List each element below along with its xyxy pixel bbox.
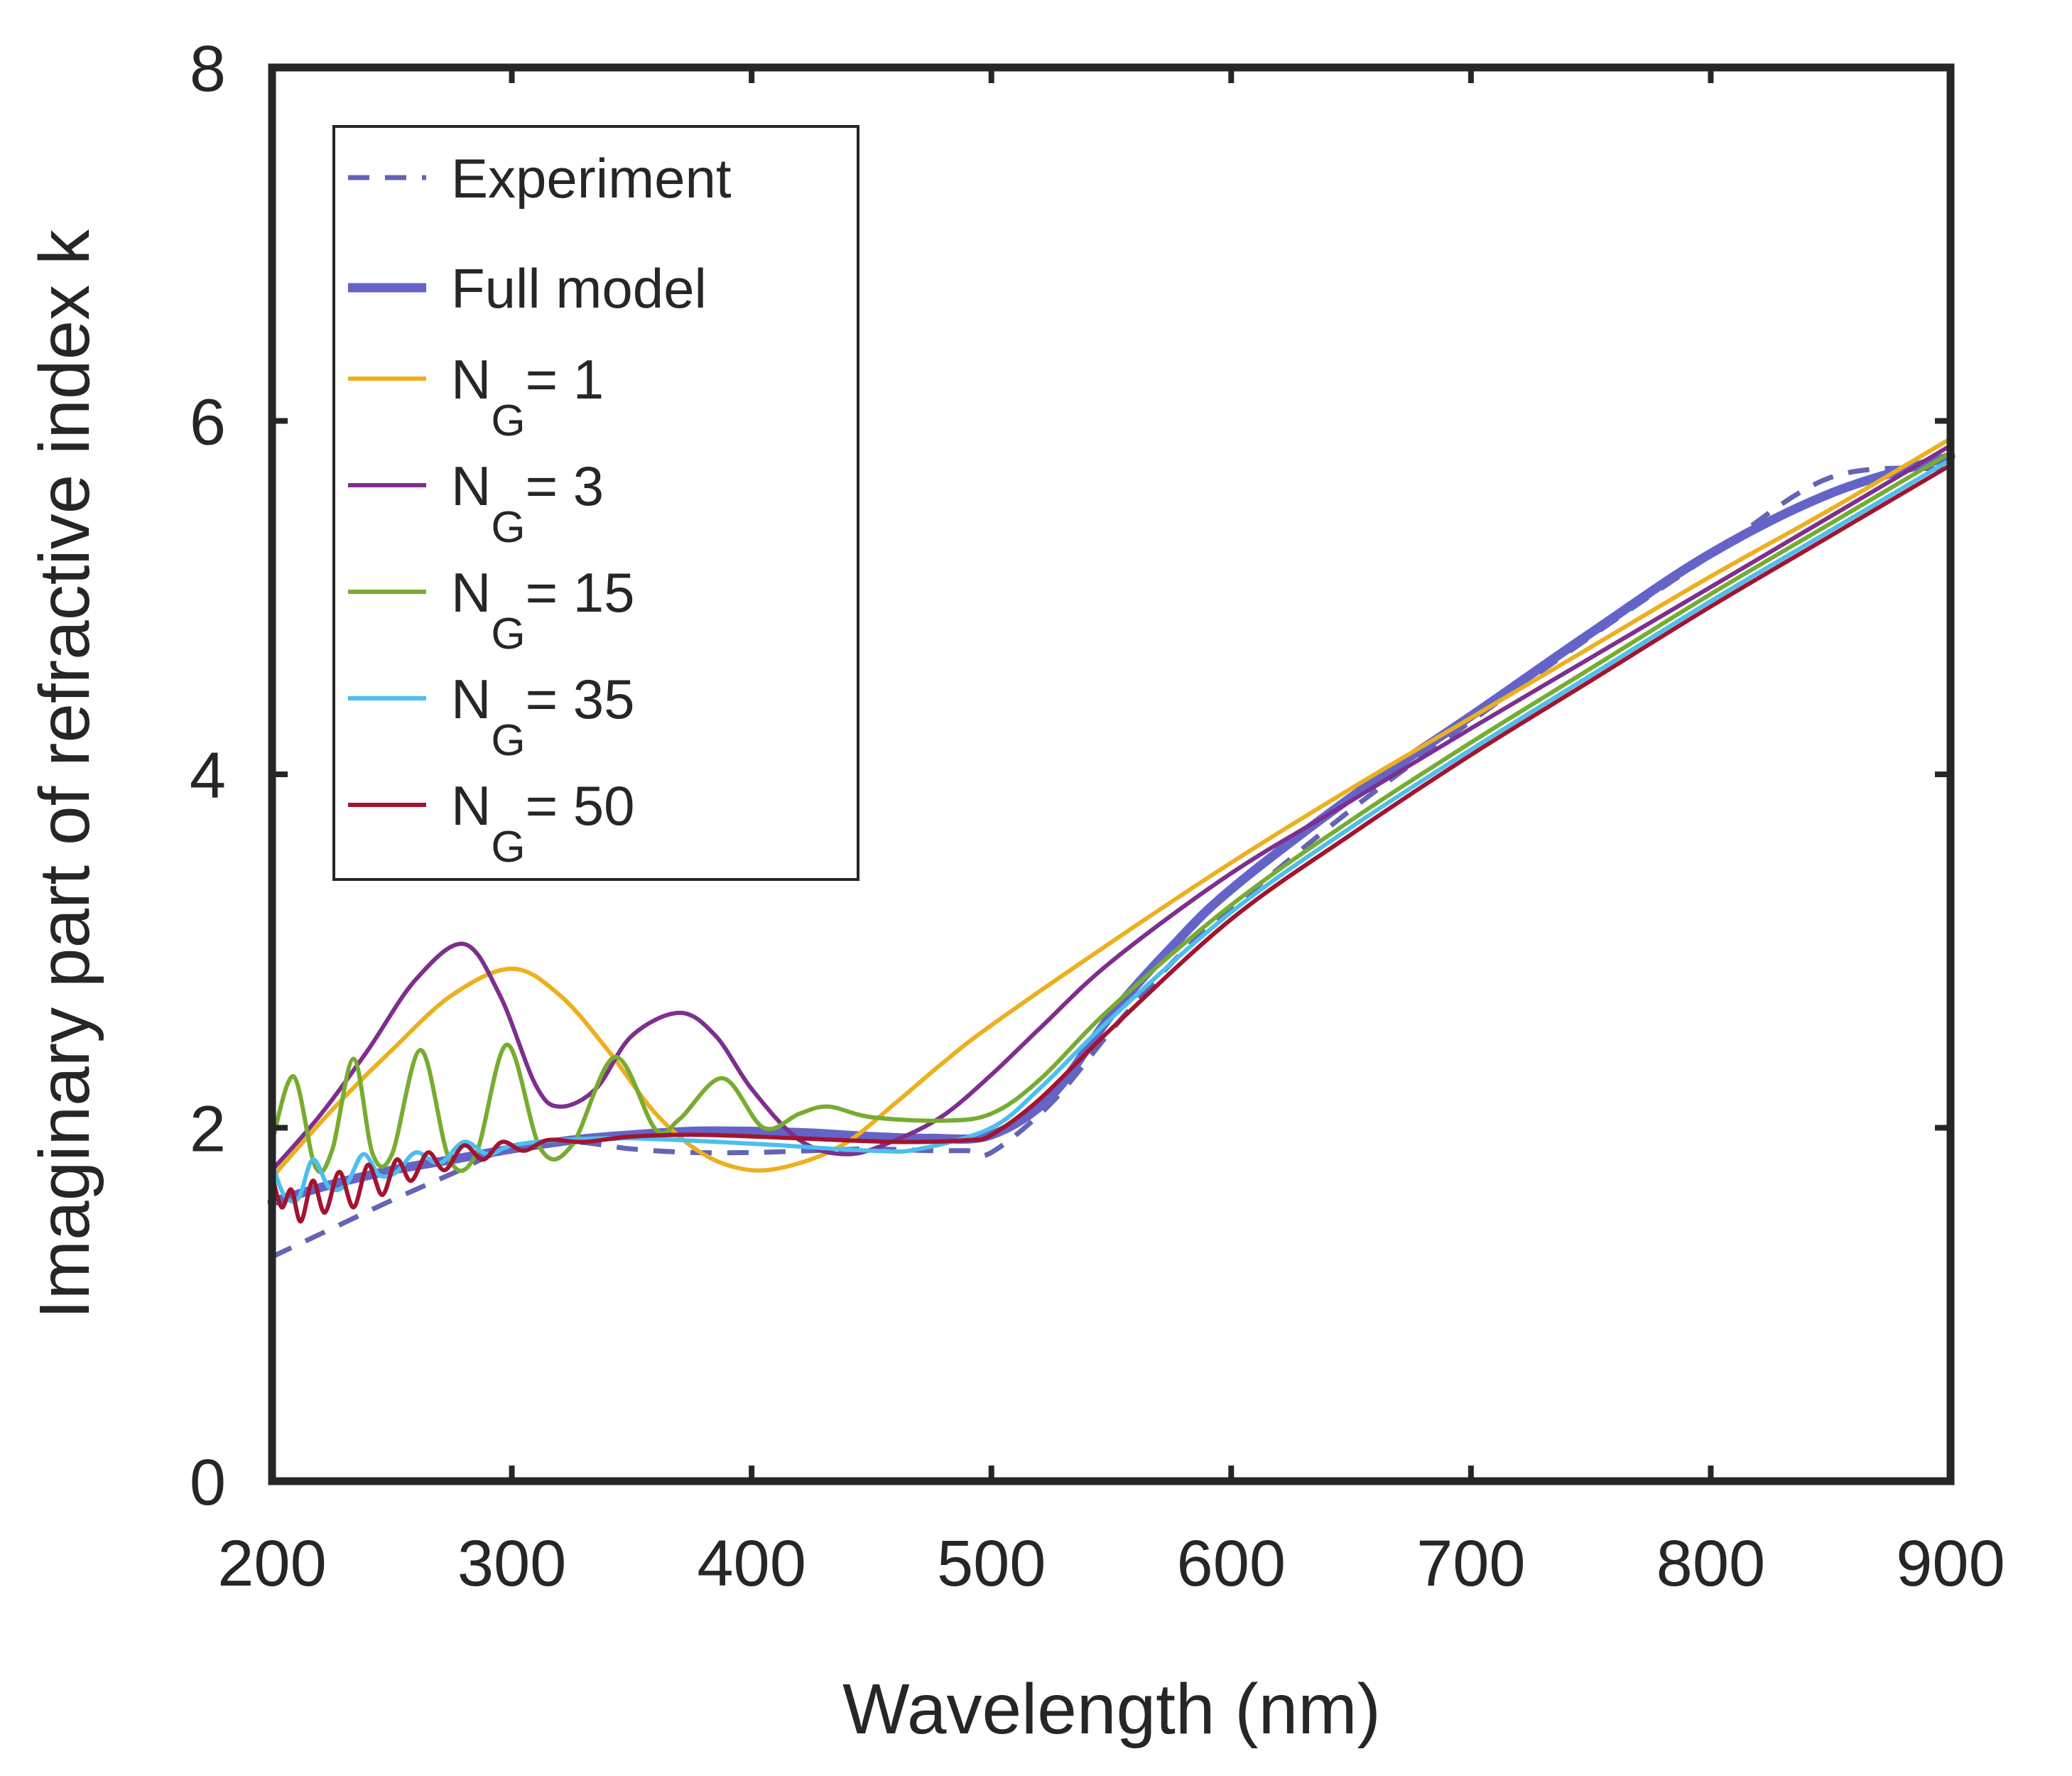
x-tick-labels: 200 300 400 500 600 700 800 900: [217, 1527, 2005, 1600]
x-tick-label: 300: [457, 1527, 567, 1600]
series-line-n-g-50: [270, 462, 1953, 1224]
y-axis-title: Imaginary part of refractive index k: [25, 229, 104, 1319]
x-tick-label: 700: [1416, 1527, 1526, 1600]
x-tick-label: 400: [697, 1527, 806, 1600]
x-tick-label: 200: [217, 1527, 327, 1600]
legend-label-n-g-3: NG= 3: [451, 455, 604, 552]
x-tick-label: 800: [1656, 1527, 1766, 1600]
y-tick-label: 0: [190, 1446, 226, 1519]
legend-label-full-model: Full model: [451, 257, 707, 320]
y-tick-labels: 0 2 4 6 8: [190, 33, 226, 1519]
legend-box: [332, 125, 859, 881]
y-tick-label: 4: [190, 740, 226, 812]
series-layer: [267, 436, 1956, 1260]
x-tick-label: 500: [937, 1527, 1046, 1600]
y-tick-label: 2: [190, 1093, 226, 1166]
series-line-n-g-1: [270, 436, 1953, 1180]
legend-label-n-g-35: NG= 35: [451, 668, 635, 765]
series-line-n-g-15: [270, 450, 1953, 1174]
legend-label-experiment: Experiment: [451, 147, 732, 210]
y-tick-label: 8: [190, 33, 226, 105]
x-tick-label: 600: [1177, 1527, 1286, 1600]
x-tick-label: 900: [1896, 1527, 2005, 1600]
x-axis-title: Wavelength (nm): [842, 1669, 1381, 1749]
y-tick-label: 6: [190, 386, 226, 459]
legend-label-n-g-15: NG= 15: [451, 561, 635, 659]
legend-label-n-g-1: NG= 1: [451, 348, 604, 445]
series-line-n-g-35: [270, 457, 1953, 1204]
tick-layer: [269, 65, 1953, 1484]
legend-label-n-g-50: NG= 50: [451, 774, 635, 872]
